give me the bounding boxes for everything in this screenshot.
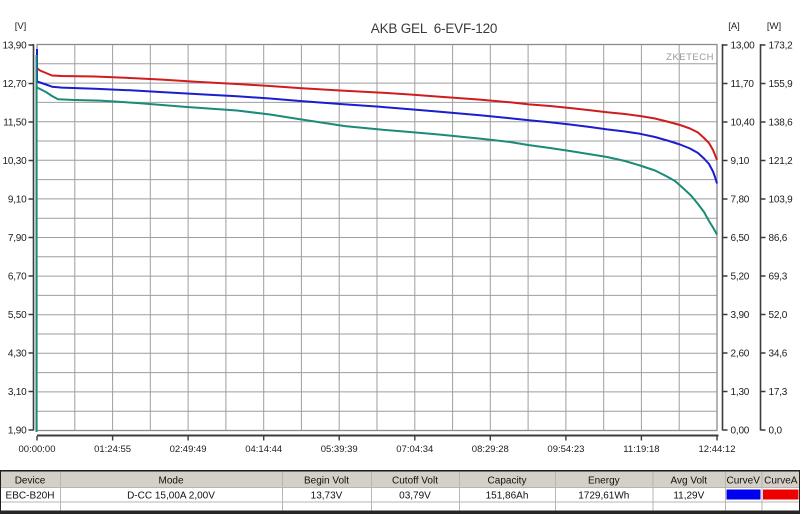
svg-text:3,90: 3,90 [731, 310, 750, 321]
svg-text:D-CC 15,00A 2,00V: D-CC 15,00A 2,00V [127, 491, 215, 502]
svg-text:173,2: 173,2 [769, 41, 794, 52]
svg-text:6,50: 6,50 [731, 233, 750, 244]
svg-text:ZKETECH: ZKETECH [666, 52, 714, 63]
svg-text:11,50: 11,50 [3, 118, 27, 129]
svg-text:2,60: 2,60 [731, 349, 750, 360]
svg-text:1729,61Wh: 1729,61Wh [578, 491, 629, 502]
svg-text:01:24:55: 01:24:55 [94, 444, 131, 455]
svg-text:13,00: 13,00 [731, 41, 756, 52]
svg-text:08:29:28: 08:29:28 [472, 444, 509, 455]
svg-text:[V]: [V] [15, 21, 27, 32]
svg-text:10,40: 10,40 [731, 118, 756, 129]
svg-text:1,90: 1,90 [8, 426, 27, 437]
svg-text:12:44:12: 12:44:12 [699, 444, 736, 455]
svg-text:5,50: 5,50 [8, 310, 27, 321]
svg-text:00:00:00: 00:00:00 [19, 444, 56, 455]
svg-text:AKB GEL 6-EVF-120: AKB GEL 6-EVF-120 [371, 21, 497, 36]
svg-text:05:39:39: 05:39:39 [321, 444, 358, 455]
svg-text:155,9: 155,9 [769, 79, 794, 90]
svg-text:CurveV: CurveV [727, 476, 761, 487]
svg-text:1,30: 1,30 [731, 387, 750, 398]
svg-text:12,70: 12,70 [2, 79, 27, 90]
svg-text:[W]: [W] [767, 21, 781, 32]
svg-text:[A]: [A] [728, 21, 740, 32]
svg-text:34,6: 34,6 [769, 349, 788, 360]
svg-text:13,90: 13,90 [2, 41, 27, 52]
svg-text:17,3: 17,3 [769, 387, 788, 398]
svg-text:138,6: 138,6 [769, 118, 794, 129]
svg-text:CurveA: CurveA [764, 476, 798, 487]
svg-text:52,0: 52,0 [769, 310, 788, 321]
svg-text:5,20: 5,20 [731, 272, 750, 283]
svg-text:103,9: 103,9 [769, 195, 794, 206]
svg-text:11:19:18: 11:19:18 [623, 444, 659, 455]
svg-text:10,30: 10,30 [2, 156, 27, 167]
svg-text:0,00: 0,00 [731, 426, 750, 437]
svg-text:69,3: 69,3 [769, 272, 788, 283]
svg-text:09:54:23: 09:54:23 [547, 444, 584, 455]
svg-text:121,2: 121,2 [769, 156, 794, 167]
svg-text:02:49:49: 02:49:49 [170, 444, 207, 455]
svg-text:Mode: Mode [158, 476, 183, 487]
svg-text:86,6: 86,6 [769, 233, 788, 244]
svg-text:13,73V: 13,73V [311, 491, 343, 502]
svg-text:04:14:44: 04:14:44 [245, 444, 282, 455]
svg-text:11,70: 11,70 [731, 79, 755, 90]
svg-text:11,29V: 11,29V [673, 491, 704, 502]
svg-text:Begin Volt: Begin Volt [304, 476, 349, 487]
svg-text:EBC-B20H: EBC-B20H [6, 491, 55, 502]
svg-text:07:04:34: 07:04:34 [396, 444, 433, 455]
svg-text:Capacity: Capacity [488, 476, 527, 487]
svg-text:151,86Ah: 151,86Ah [486, 491, 529, 502]
svg-text:Cutoff Volt: Cutoff Volt [392, 476, 438, 487]
svg-text:6,70: 6,70 [8, 272, 27, 283]
svg-text:4,30: 4,30 [8, 349, 27, 360]
svg-text:Avg Volt: Avg Volt [671, 476, 708, 487]
svg-text:9,10: 9,10 [731, 156, 750, 167]
svg-text:0,0: 0,0 [769, 426, 783, 437]
svg-text:03,79V: 03,79V [399, 491, 431, 502]
svg-text:Device: Device [15, 476, 46, 487]
svg-text:7,90: 7,90 [8, 233, 27, 244]
svg-text:Energy: Energy [588, 476, 620, 487]
svg-text:3,10: 3,10 [8, 387, 27, 398]
svg-text:9,10: 9,10 [8, 195, 27, 206]
svg-text:7,80: 7,80 [731, 195, 750, 206]
